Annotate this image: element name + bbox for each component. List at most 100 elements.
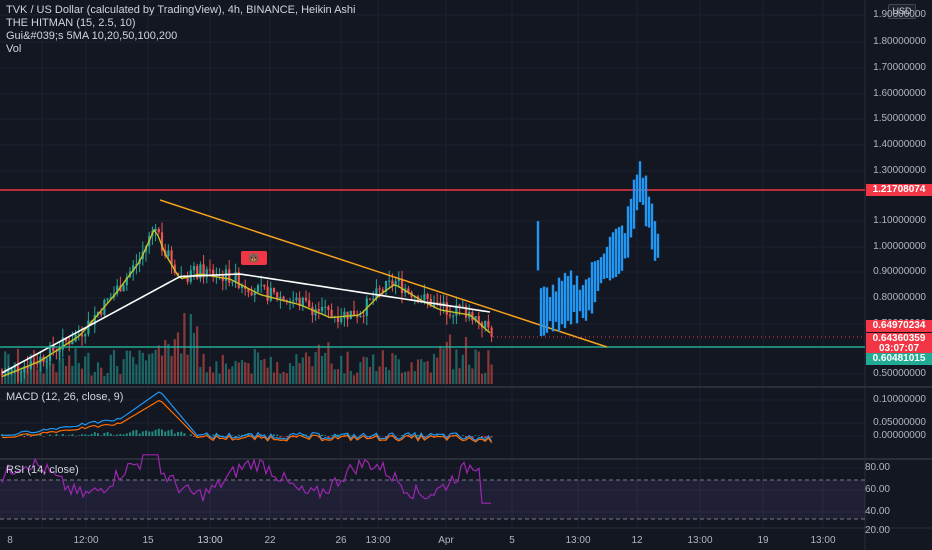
candle-body [77,334,80,336]
volume-bar [244,362,247,384]
macd-bar [378,436,381,437]
price-axis-label: 1.40000000 [873,139,926,150]
candle-body [240,285,244,288]
candle-body [455,304,458,316]
volume-bar [391,353,394,384]
volume-bar [304,352,308,384]
macd-bar [55,433,58,436]
candle-body [26,366,29,369]
candle-body [4,373,7,375]
volume-bar [308,356,311,384]
price-axis-label: 1.60000000 [873,88,926,99]
volume-bar [176,332,180,384]
candle-body [228,269,231,283]
projection-bar [581,285,585,318]
candle-body [167,250,170,257]
candle-body [32,361,36,364]
candle-body [71,341,74,345]
volume-bar [103,375,106,384]
macd-bar [23,436,26,438]
projection-bar [587,277,591,311]
price-axis-label: 1.10000000 [873,215,926,226]
volume-bar [84,356,87,384]
candle-body [445,302,448,315]
projection-bar [539,288,543,337]
time-axis-label: 15 [142,535,154,546]
volume-bar [484,372,487,384]
projection-bar [542,286,546,336]
volume-bar [77,362,80,384]
volume-bar [330,363,333,384]
volume-bar [237,362,240,384]
volume-bar [61,358,64,384]
currency-button[interactable]: USD [888,4,916,19]
descending-trendline[interactable] [159,199,608,348]
volume-bar [420,359,423,384]
macd-bar [129,432,131,436]
volume-bar [58,348,61,384]
volume-bar [416,359,420,384]
grid [0,0,865,528]
projection-bar [560,280,564,325]
volume-bar [96,362,100,384]
macd-bar [218,434,221,436]
projection-bar [650,203,654,250]
time-axis-label: Apr [438,535,454,546]
candle-body [272,287,276,293]
macd-bar [391,436,394,437]
candle-body [58,349,61,352]
rsi-axis-label: 40.00 [864,506,890,517]
volume-bar [394,354,397,384]
macd-label[interactable]: MACD (12, 26, close, 9) [6,391,124,403]
macd-bar [279,436,282,438]
candle-body [330,309,333,318]
volume-bar [458,368,461,384]
volume-bar [378,366,381,384]
candle-body [477,316,480,323]
macd-bar [407,436,410,438]
macd-bar [103,432,106,436]
candle-body [196,266,199,279]
macd-bar [167,430,170,436]
macd-bar [410,434,413,436]
macd-bar [170,429,173,436]
volume-bar [189,314,192,384]
macd-bar [173,433,176,436]
macd-bar [97,433,99,436]
time-axis-label: 13:00 [365,535,391,546]
rsi-axis-label: 20.00 [864,525,890,536]
volume-bar [157,345,160,384]
macd-bar [285,436,288,438]
indicator-hitman-label[interactable]: THE HITMAN (15, 2.5, 10) [6,17,136,29]
projection-bar [608,236,612,281]
candle-body [276,292,279,300]
macd-bar [237,434,240,436]
candle-body [231,281,234,283]
indicator-ma-label[interactable]: Gui&#039;s 5MA 10,20,50,100,200 [6,30,178,42]
price-axis-label: 1.70000000 [873,62,926,73]
projection-bars[interactable] [536,161,660,337]
indicator-volume-label[interactable]: Vol [6,43,22,55]
volume-bar [224,363,228,384]
candle-body [10,367,13,371]
candle-body [48,345,52,362]
volume-bar [218,373,221,384]
volume-bar [362,356,365,384]
candle-body [234,272,237,282]
volume-bar [468,364,471,384]
volume-bar [407,371,410,384]
projection-bar [575,275,579,324]
macd-bar [29,436,32,437]
rsi-label[interactable]: RSI (14, close) [6,464,79,476]
symbol-title[interactable]: TVK / US Dollar (calculated by TradingVi… [6,4,356,16]
projection-bar [548,297,552,322]
volume-bar [52,363,55,384]
macd-bar [321,434,323,436]
volume-bar [426,361,429,384]
volume-bar [474,349,477,384]
volume-bar [455,349,458,384]
candle-body [266,286,269,301]
macd-bar [135,429,138,436]
